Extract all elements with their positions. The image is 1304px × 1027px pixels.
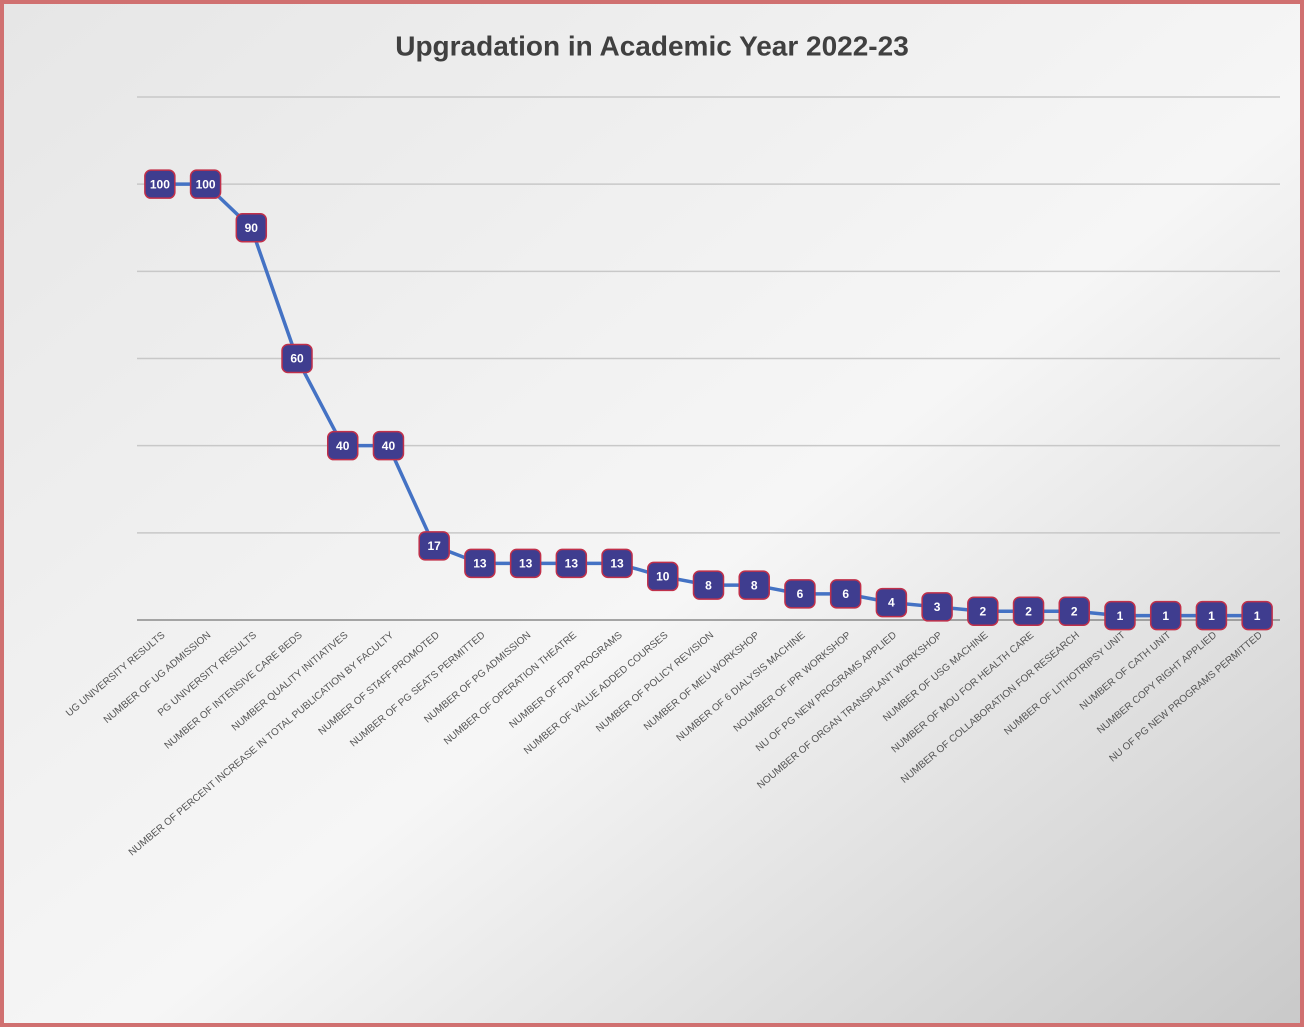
data-marker (921, 592, 953, 622)
data-marker (555, 548, 588, 579)
data-marker (1149, 600, 1182, 631)
data-marker (144, 169, 176, 199)
data-marker (235, 213, 268, 243)
data-label: 2 (979, 604, 986, 618)
data-label: 1 (1208, 609, 1215, 623)
data-marker (738, 570, 770, 600)
data-marker (1241, 600, 1273, 631)
data-marker (875, 587, 908, 618)
data-label: 100 (196, 177, 216, 191)
data-label: 1 (1254, 609, 1261, 623)
data-label: 2 (1071, 604, 1078, 618)
data-label: 13 (519, 557, 533, 571)
data-label: 6 (842, 587, 849, 601)
data-marker (647, 561, 679, 592)
data-marker (189, 169, 222, 199)
data-label: 60 (290, 352, 304, 366)
data-marker (326, 430, 359, 461)
data-label: 13 (565, 557, 579, 571)
data-label: 90 (245, 221, 259, 235)
data-marker (1195, 600, 1228, 631)
data-marker (784, 579, 816, 609)
data-label: 40 (382, 439, 396, 453)
data-marker (1104, 600, 1136, 631)
data-label: 100 (150, 177, 170, 191)
chart-title: Upgradation in Academic Year 2022-23 (395, 30, 909, 61)
data-marker (829, 579, 862, 609)
data-marker (418, 531, 450, 561)
data-label: 8 (705, 578, 712, 592)
data-label: 1 (1162, 609, 1169, 623)
data-marker (692, 570, 725, 600)
data-marker (509, 548, 542, 579)
data-marker (1058, 596, 1091, 627)
data-label: 13 (473, 557, 487, 571)
data-label: 2 (1025, 604, 1032, 618)
data-marker (464, 548, 496, 579)
data-marker (372, 430, 405, 461)
data-label: 1 (1117, 609, 1124, 623)
data-label: 17 (428, 539, 442, 553)
data-marker (281, 343, 313, 374)
data-label: 4 (888, 596, 895, 610)
data-label: 3 (934, 600, 941, 614)
data-label: 10 (656, 570, 670, 584)
data-label: 13 (610, 557, 624, 571)
data-marker (967, 596, 999, 627)
data-label: 40 (336, 439, 350, 453)
data-marker (1012, 596, 1045, 627)
data-label: 8 (751, 578, 758, 592)
data-marker (601, 548, 633, 579)
data-label: 6 (797, 587, 804, 601)
